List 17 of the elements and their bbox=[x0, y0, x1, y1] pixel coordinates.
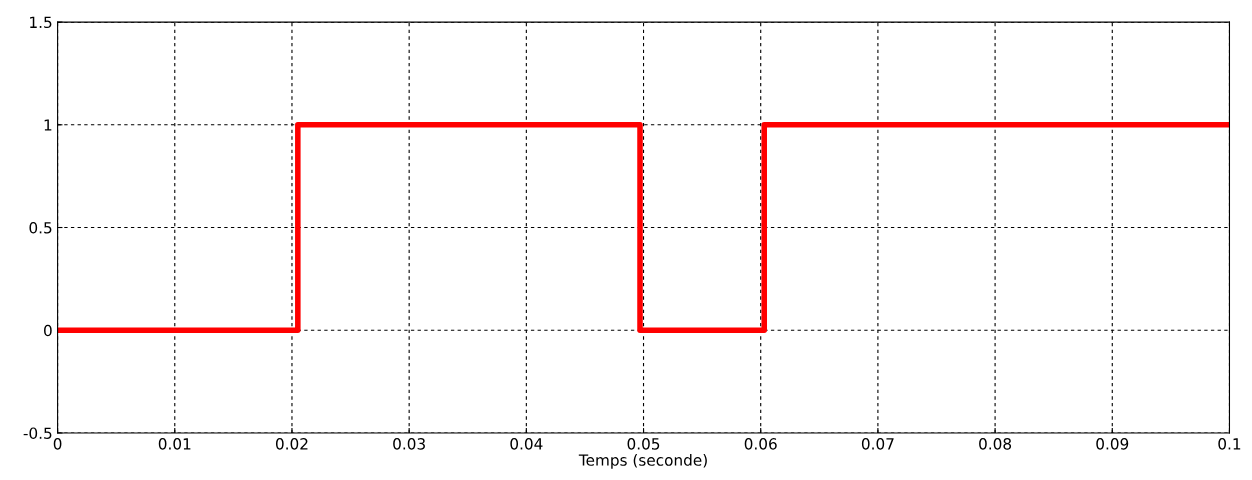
y-tick-label: -0.5 bbox=[23, 427, 52, 439]
x-tick-label: 0.01 bbox=[158, 438, 191, 450]
x-tick-label: 0.1 bbox=[1218, 438, 1241, 450]
x-tick-label: 0.06 bbox=[744, 438, 777, 450]
y-tick-label: 0.5 bbox=[29, 221, 52, 234]
y-tick-label: 1 bbox=[44, 119, 52, 131]
x-tick-label: 0.04 bbox=[510, 438, 543, 450]
x-tick-label: 0.07 bbox=[861, 438, 894, 450]
x-tick-label: 0.05 bbox=[627, 438, 660, 450]
x-axis-title: Temps (seconde) bbox=[578, 454, 707, 469]
x-tick-label: 0 bbox=[53, 438, 62, 450]
x-tick-label: 0.03 bbox=[393, 438, 425, 450]
x-tick-label: 0.09 bbox=[1096, 438, 1129, 450]
y-tick-label: 1.5 bbox=[30, 16, 52, 29]
x-tick-label: 0.02 bbox=[275, 438, 308, 450]
x-tick-label: 0.08 bbox=[979, 438, 1012, 450]
y-tick-label: 0 bbox=[44, 324, 52, 337]
